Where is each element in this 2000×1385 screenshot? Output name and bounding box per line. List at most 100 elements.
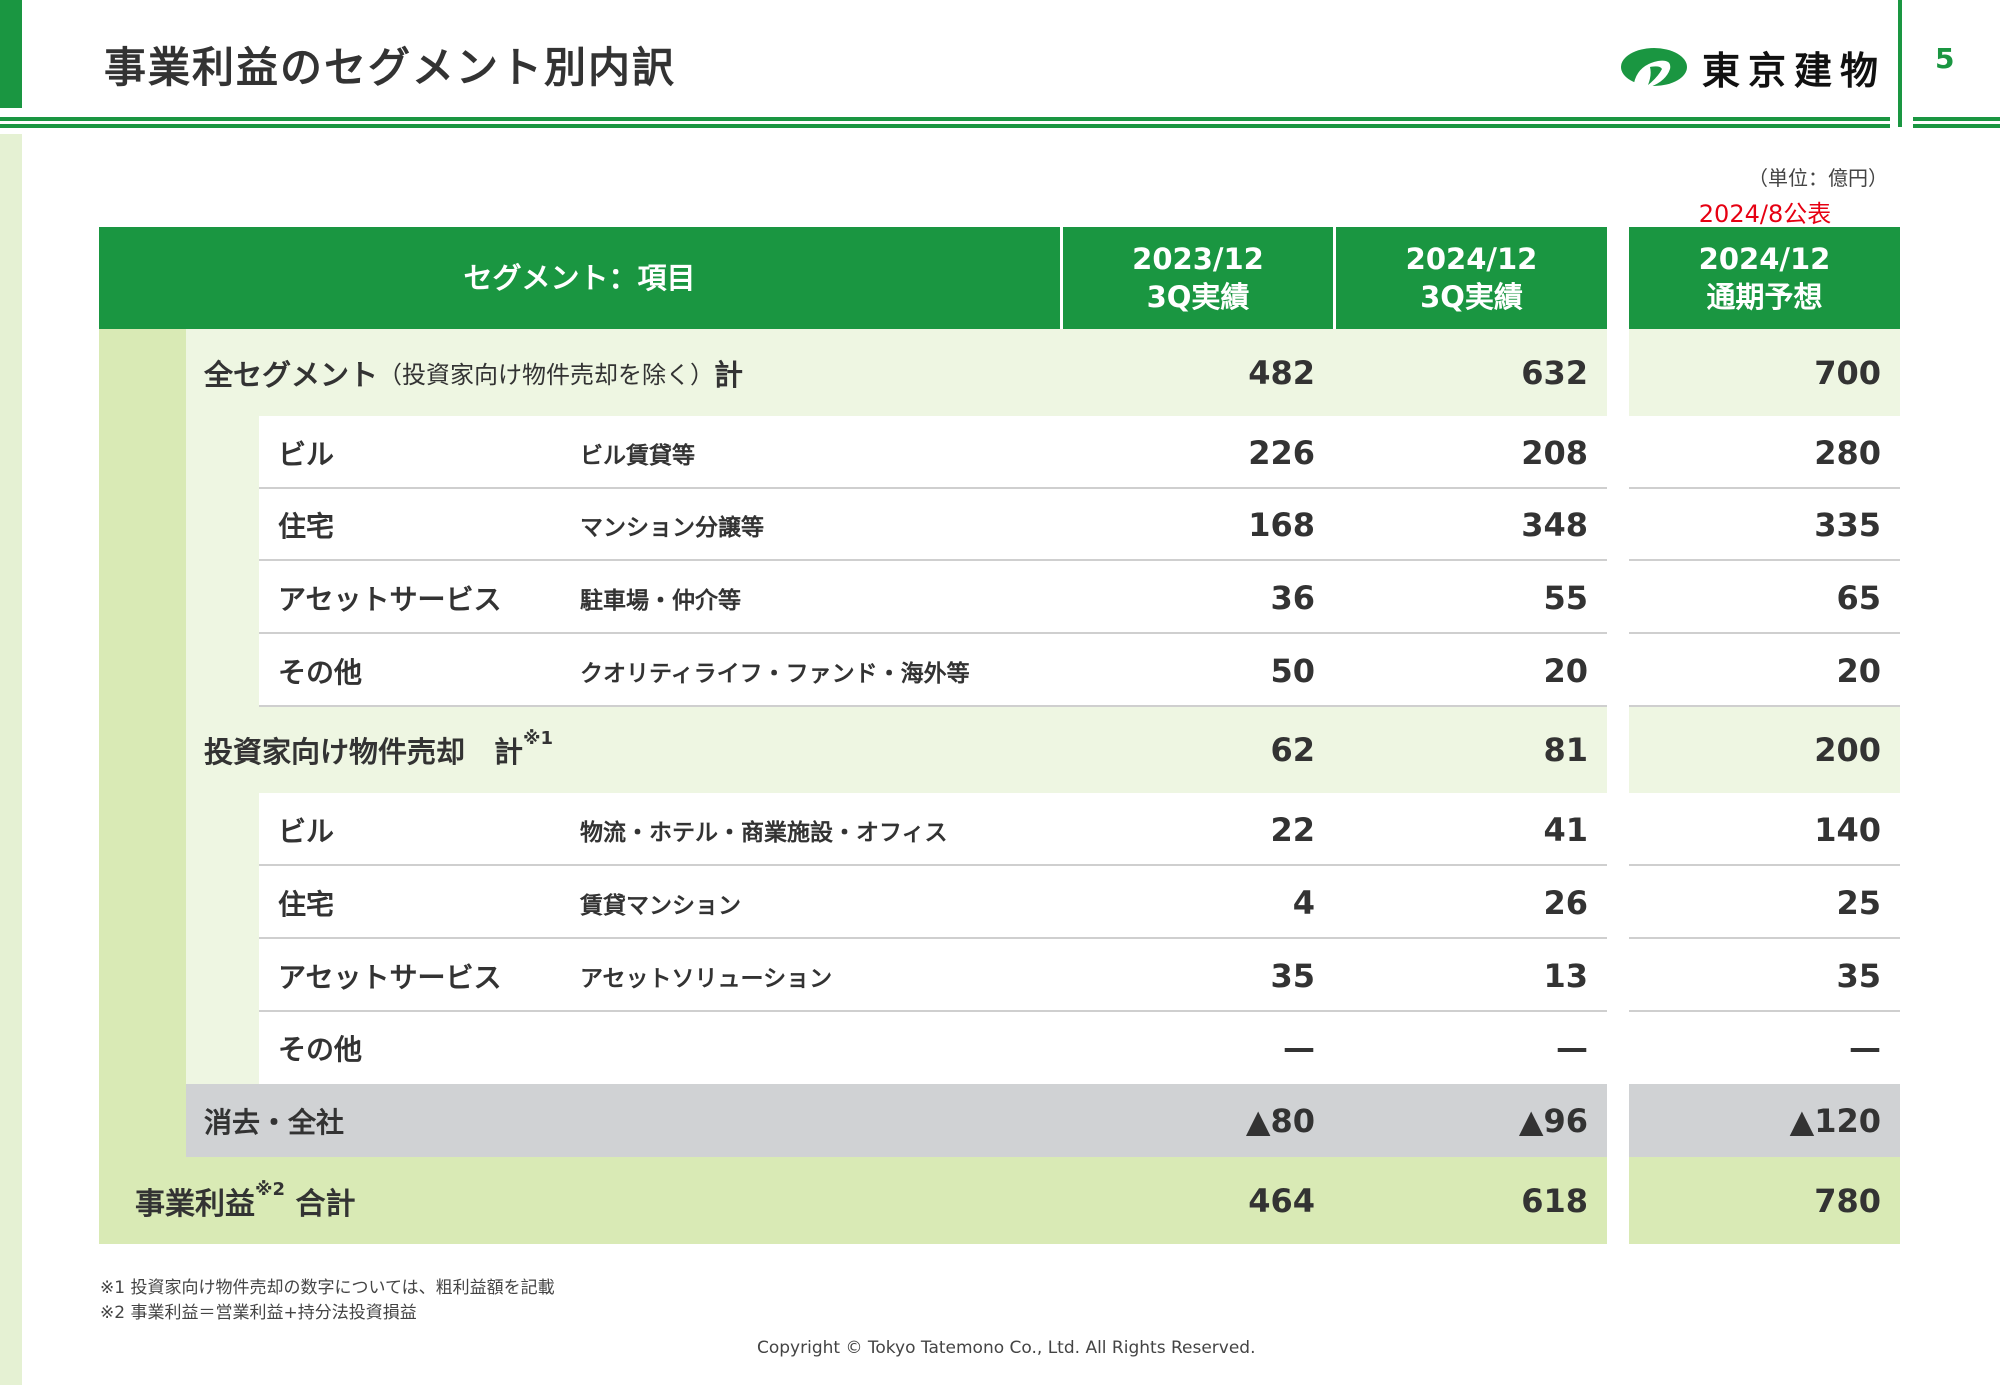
divider: [1898, 0, 1902, 127]
table-row-forecast: [1629, 707, 1900, 793]
table-row: [186, 707, 1607, 793]
row-label-text: 住宅: [278, 510, 335, 543]
table-row-forecast: [1629, 634, 1900, 707]
table-row: [259, 793, 1607, 866]
table-row-forecast: [1629, 793, 1900, 866]
table-row: [186, 329, 1607, 416]
row-label: ビル: [278, 793, 334, 866]
row-label-note: （投資家向け物件売却を除く）: [378, 361, 715, 389]
table-row-forecast: [1629, 416, 1900, 489]
value-cell: 41: [1543, 810, 1588, 849]
published-label: 2024/8公表: [1698, 200, 1832, 228]
value-cell: 168: [1248, 506, 1315, 544]
table-row: [259, 634, 1607, 707]
value-cell: 25: [1836, 883, 1881, 922]
value-cell: 65: [1836, 578, 1881, 617]
accent-bar: [0, 0, 22, 108]
value-cell: 4: [1292, 883, 1315, 922]
table-row: [259, 561, 1607, 634]
value-cell: 13: [1543, 956, 1588, 995]
header-2023-3q: 2023/12 3Q実績: [1063, 227, 1333, 329]
value-cell: 81: [1543, 731, 1588, 769]
row-description: マンション分譲等: [580, 515, 764, 541]
logo-mark-icon: [1621, 47, 1687, 87]
value-cell: 226: [1248, 433, 1315, 472]
row-label: その他: [278, 634, 362, 707]
row-label: 住宅: [278, 866, 334, 939]
value-cell: 464: [1248, 1181, 1315, 1220]
value-cell: 780: [1814, 1181, 1881, 1220]
row-description: 物流・ホテル・商業施設・オフィス: [580, 819, 948, 846]
row-description: ビル賃貸等: [580, 442, 695, 469]
value-cell: 35: [1270, 956, 1315, 995]
value-cell: 22: [1270, 810, 1315, 849]
row-label: 消去・全社: [204, 1084, 344, 1157]
row-description: 賃貸マンション: [580, 892, 741, 919]
header-2024-forecast: 2024/12 通期予想: [1629, 227, 1900, 329]
value-cell: 62: [1270, 731, 1315, 769]
table-row: [259, 416, 1607, 489]
value-cell: 700: [1814, 353, 1881, 392]
table-row-forecast: [1629, 561, 1900, 634]
value-cell: 35: [1836, 956, 1881, 995]
value-cell: 20: [1543, 651, 1588, 690]
row-label-text: ビル: [278, 437, 335, 471]
row-label: 事業利益 ※2 合計: [135, 1157, 355, 1244]
value-cell: 348: [1521, 506, 1588, 544]
value-cell: 482: [1248, 353, 1315, 392]
row-label: アセットサービス: [278, 561, 501, 634]
row-label: その他: [278, 1012, 362, 1084]
row-label: 投資家向け物件売却 計 ※1: [204, 707, 553, 793]
divider: [0, 117, 1890, 121]
row-description: 駐車場・仲介等: [580, 587, 741, 614]
footnote-ref: ※2: [255, 1178, 286, 1200]
row-label-text: その他: [278, 655, 363, 689]
divider: [1913, 124, 2000, 128]
row-label-text: 事業利益: [135, 1186, 255, 1222]
unit-label: （単位：億円）: [1748, 166, 1888, 190]
value-cell: 200: [1814, 731, 1881, 769]
table-row-forecast: [1629, 1157, 1900, 1244]
footnote-1: ※1 投資家向け物件売却の数字については、粗利益額を記載: [100, 1278, 555, 1298]
value-cell: —: [1283, 1029, 1315, 1067]
table-row: [259, 489, 1607, 561]
value-cell: —: [1849, 1029, 1881, 1067]
table-row: [259, 1012, 1607, 1084]
side-strip: [0, 134, 22, 1385]
row-label-suffix: 合計: [285, 1186, 356, 1222]
row-description: クオリティライフ・ファンド・海外等: [580, 660, 970, 687]
value-cell: 280: [1814, 433, 1881, 472]
value-cell: ▲120: [1789, 1101, 1881, 1140]
value-cell: ▲96: [1518, 1101, 1588, 1140]
table-row-forecast: [1629, 1012, 1900, 1084]
value-cell: 632: [1521, 353, 1588, 392]
row-label: アセットサービス: [278, 939, 501, 1012]
row-label-suffix: 計: [714, 357, 744, 392]
table-gutter: [99, 329, 186, 1157]
page-number: 5: [1935, 42, 1955, 75]
row-label-text: アセットサービス: [278, 960, 502, 994]
value-cell: 335: [1814, 506, 1881, 544]
company-logo: 東京建物: [1620, 40, 1886, 95]
row-label-text: ビル: [278, 814, 335, 848]
value-cell: 618: [1521, 1181, 1588, 1220]
table-row: [99, 1157, 1607, 1244]
value-cell: 50: [1270, 651, 1315, 690]
header-segment: セグメント：項目: [99, 227, 1060, 329]
row-label: 全セグメント （投資家向け物件売却を除く）計: [204, 329, 743, 416]
table-row-forecast: [1629, 329, 1900, 416]
row-label-text: 投資家向け物件売却 計: [204, 735, 524, 769]
footnote-2: ※2 事業利益＝営業利益+持分法投資損益: [100, 1303, 417, 1323]
row-label-text: 全セグメント: [204, 357, 379, 392]
header-2024-3q: 2024/12 3Q実績: [1336, 227, 1607, 329]
divider: [1913, 117, 2000, 121]
row-label-text: アセットサービス: [278, 582, 502, 616]
row-label-text: 消去・全社: [204, 1105, 345, 1139]
table-row-forecast: [1629, 1084, 1900, 1157]
value-cell: 140: [1814, 810, 1881, 849]
value-cell: —: [1556, 1029, 1588, 1067]
divider: [0, 124, 1890, 128]
value-cell: 20: [1836, 651, 1881, 690]
row-label-text: 住宅: [278, 887, 335, 921]
footnote-ref: ※1: [523, 728, 554, 749]
